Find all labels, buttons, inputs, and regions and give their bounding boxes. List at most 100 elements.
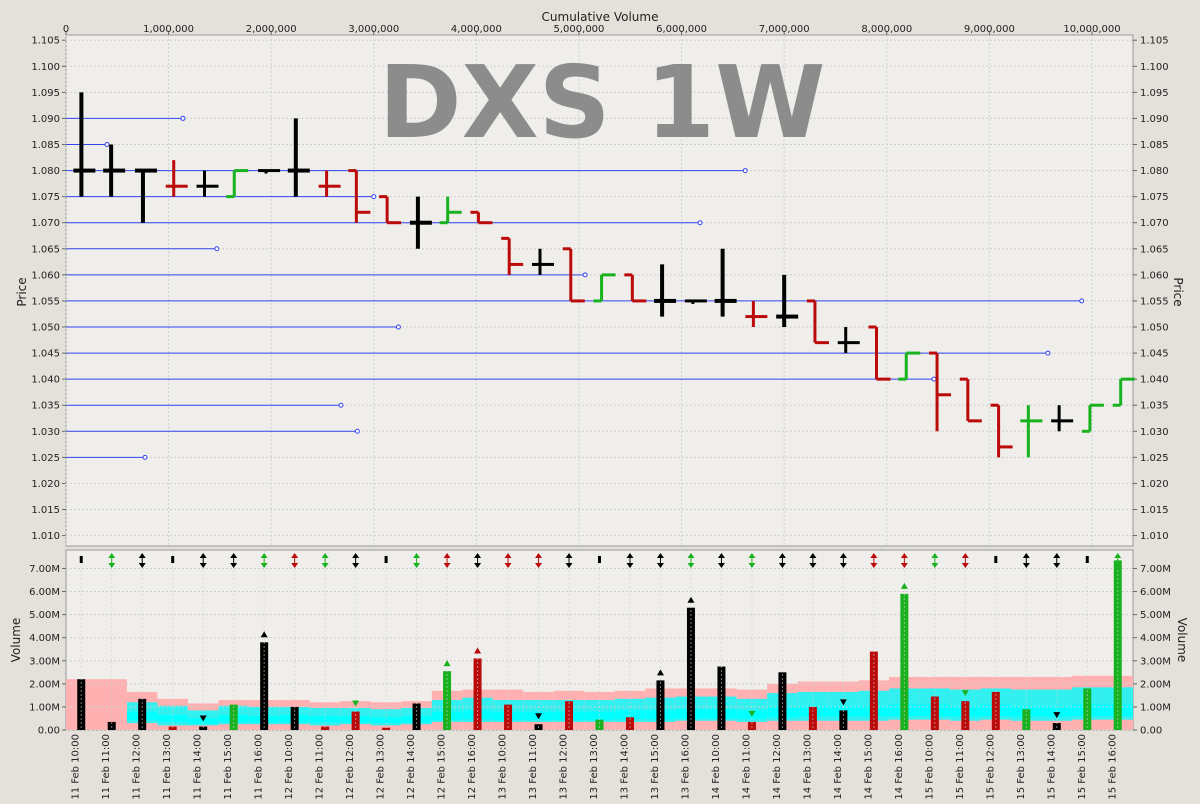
x-category-label: 13 Feb 16:00 xyxy=(680,734,691,800)
volume-y-tick-label-left: 6.00M xyxy=(29,587,60,598)
volume-bar xyxy=(229,704,238,730)
x-tick-label: 8,000,000 xyxy=(861,24,912,35)
volume-top-marker-up xyxy=(626,553,634,558)
x-category-label: 11 Feb 12:00 xyxy=(132,734,143,800)
level-line-end-marker xyxy=(1079,298,1085,304)
x-category-label: 14 Feb 16:00 xyxy=(894,734,905,800)
volume-y-tick-label-left: 1.00M xyxy=(29,702,60,713)
volume-bar xyxy=(107,721,116,730)
x-category-label: 14 Feb 10:00 xyxy=(711,734,722,800)
x-category-label: 14 Feb 11:00 xyxy=(741,734,752,800)
volume-top-marker-down xyxy=(809,563,817,568)
x-category-label: 13 Feb 13:00 xyxy=(589,734,600,800)
x-category-label: 14 Feb 15:00 xyxy=(863,734,874,800)
x-tick-label: 0 xyxy=(63,24,69,35)
watermark: DXS 1W xyxy=(379,44,826,161)
volume-top-marker-up xyxy=(230,553,238,558)
x-category-label: 12 Feb 13:00 xyxy=(376,734,387,800)
volume-top-marker-up xyxy=(717,553,725,558)
volume-bar xyxy=(351,711,360,730)
volume-y-tick-label-left: 4.00M xyxy=(29,633,60,644)
volume-bar-marker-up xyxy=(260,631,268,638)
x-category-label: 14 Feb 13:00 xyxy=(802,734,813,800)
volume-y-tick-label-right: 2.00M xyxy=(1140,679,1171,690)
volume-bar xyxy=(321,726,330,730)
price-y-tick-label-left: 1.010 xyxy=(31,531,60,542)
volume-top-marker-tick xyxy=(171,556,175,563)
volume-bar xyxy=(382,727,391,730)
price-y-tick-label-right: 1.060 xyxy=(1140,270,1169,281)
price-y-tick-label-right: 1.075 xyxy=(1140,192,1169,203)
volume-top-marker-up xyxy=(535,553,543,558)
volume-top-marker-up xyxy=(931,553,939,558)
volume-top-marker-up xyxy=(291,553,299,558)
volume-bar-marker-up xyxy=(900,582,908,589)
volume-top-marker-down xyxy=(138,563,146,568)
volume-top-marker-down xyxy=(717,563,725,568)
price-y-tick-label-right: 1.095 xyxy=(1140,88,1169,99)
volume-bar xyxy=(656,680,665,730)
x-tick-label: 5,000,000 xyxy=(554,24,605,35)
volume-top-marker-up xyxy=(961,553,969,558)
price-y-tick-label-left: 1.100 xyxy=(31,62,60,73)
volume-top-marker-up xyxy=(656,553,664,558)
price-panel: 1.010 1.010 1.015 1.015 1.020 1.020 1.025 1.025… xyxy=(15,10,1185,547)
level-line-end-marker xyxy=(338,402,344,408)
volume-bar-marker-up xyxy=(474,647,482,654)
price-y-tick-label-left: 1.025 xyxy=(31,453,60,464)
volume-y-tick-label-left: 5.00M xyxy=(29,610,60,621)
price-y-tick-label-left: 1.085 xyxy=(31,140,60,151)
volume-top-marker-tick xyxy=(598,556,601,563)
volume-y-tick-label-left: 2.00M xyxy=(29,679,60,690)
volume-bar-marker-up xyxy=(656,669,664,676)
volume-top-marker-up xyxy=(748,553,756,558)
volume-top-marker-up xyxy=(870,553,878,558)
volume-bar xyxy=(504,704,513,730)
volume-y-tick-label-right: 6.00M xyxy=(1140,587,1171,598)
x-tick-label: 4,000,000 xyxy=(451,24,502,35)
volume-top-marker-up xyxy=(352,553,360,558)
x-category-label: 15 Feb 10:00 xyxy=(924,734,935,800)
price-y-tick-label-left: 1.035 xyxy=(31,401,60,412)
level-line-end-marker xyxy=(742,168,748,174)
volume-top-marker-down xyxy=(626,563,634,568)
volume-top-marker-tick xyxy=(994,556,998,563)
volume-bar-marker-down xyxy=(961,690,969,697)
volume-top-marker-up xyxy=(687,553,695,558)
volume-top-marker-up xyxy=(321,553,329,558)
price-y-tick-label-left: 1.095 xyxy=(31,88,60,99)
volume-top-marker-down xyxy=(260,563,268,568)
x-category-label: 13 Feb 14:00 xyxy=(619,734,630,800)
volume-y-tick-label-left: 0.00 xyxy=(38,726,60,737)
price-y-tick-label-right: 1.030 xyxy=(1140,427,1169,438)
x-category-label: 12 Feb 16:00 xyxy=(467,734,478,800)
volume-top-marker-down xyxy=(443,563,451,568)
volume-y-tick-label-right: 5.00M xyxy=(1140,610,1171,621)
volume-bar-marker-down xyxy=(199,715,207,722)
volume-panel: 0.00 0.00 1.00M 1.00M 2.00M 2.00M 3.00M 3.00M 4.… xyxy=(9,549,1189,800)
volume-bar xyxy=(412,703,421,730)
volume-top-marker-up xyxy=(809,553,817,558)
volume-top-marker-up xyxy=(900,553,908,558)
volume-top-marker-down xyxy=(230,563,238,568)
price-y-tick-label-left: 1.015 xyxy=(31,505,60,516)
volume-bar-marker-down xyxy=(748,710,756,717)
volume-bar xyxy=(595,719,604,730)
volume-bar-marker-up xyxy=(687,596,695,603)
level-line-end-marker xyxy=(214,246,220,252)
x-category-label: 12 Feb 14:00 xyxy=(406,734,417,800)
volume-top-marker-up xyxy=(504,553,512,558)
volume-bar xyxy=(778,672,787,730)
volume-axis-title-right: Volume xyxy=(1175,618,1189,663)
price-y-tick-label-right: 1.090 xyxy=(1140,114,1169,125)
price-y-tick-label-left: 1.040 xyxy=(31,375,60,386)
volume-bar xyxy=(1083,688,1092,730)
level-line-end-marker xyxy=(931,376,937,382)
price-y-tick-label-left: 1.060 xyxy=(31,270,60,281)
volume-top-marker-down xyxy=(748,563,756,568)
price-axis-title-left: Price xyxy=(15,277,29,306)
volume-top-marker-down xyxy=(413,563,421,568)
volume-bar-marker-down xyxy=(839,699,847,706)
volume-top-marker-down xyxy=(778,563,786,568)
